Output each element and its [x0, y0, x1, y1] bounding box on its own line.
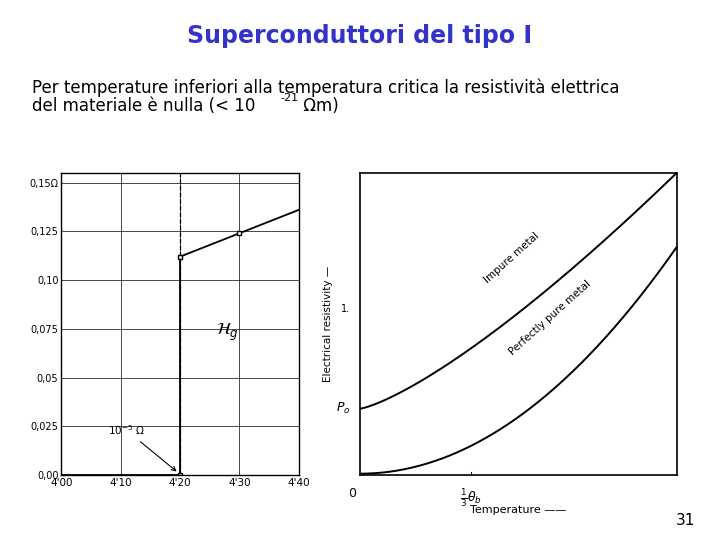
Text: 31: 31 [675, 513, 695, 528]
Text: Electrical resistivity —: Electrical resistivity — [323, 266, 333, 382]
Text: Temperature ——: Temperature —— [470, 505, 567, 516]
Text: Impure metal: Impure metal [482, 230, 541, 285]
Text: Ωm): Ωm) [298, 97, 339, 115]
Text: Superconduttori del tipo I: Superconduttori del tipo I [187, 24, 533, 48]
Text: 1.: 1. [341, 304, 351, 314]
Text: Per temperature inferiori alla temperatura critica la resistività elettrica: Per temperature inferiori alla temperatu… [32, 78, 620, 97]
Text: $10^{-5}$ $\Omega$: $10^{-5}$ $\Omega$ [108, 423, 176, 471]
Text: $P_o$: $P_o$ [336, 401, 351, 416]
Text: $\frac{1}{3}\theta_b$: $\frac{1}{3}\theta_b$ [460, 487, 482, 509]
Text: $\mathcal{H}_g$: $\mathcal{H}_g$ [216, 322, 239, 343]
Text: Perfectly pure metal: Perfectly pure metal [508, 279, 593, 357]
Text: del materiale è nulla (< 10: del materiale è nulla (< 10 [32, 97, 256, 115]
Text: 0: 0 [348, 487, 356, 500]
Text: -21: -21 [281, 93, 299, 103]
